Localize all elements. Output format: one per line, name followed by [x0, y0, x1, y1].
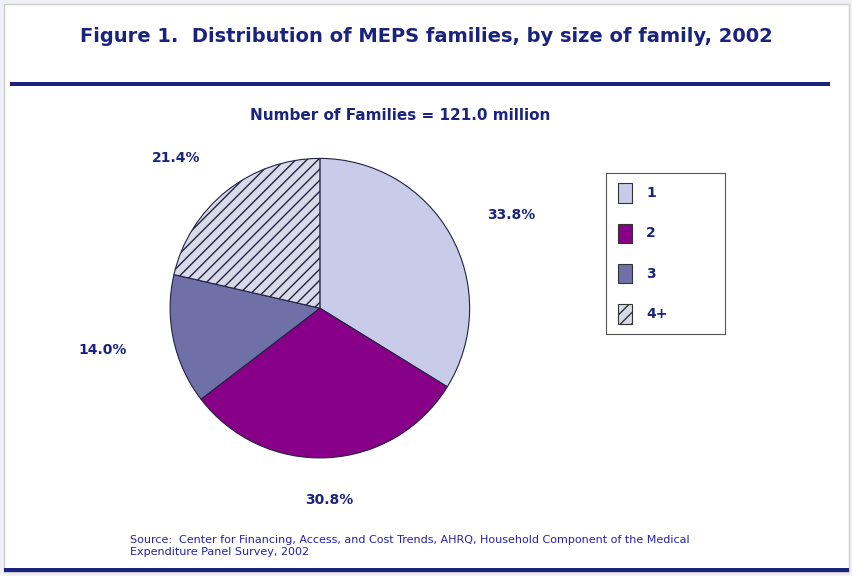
Text: 4+: 4+: [646, 307, 667, 321]
Bar: [10, 82, 829, 86]
FancyBboxPatch shape: [617, 304, 631, 324]
Text: 1: 1: [646, 186, 655, 200]
FancyBboxPatch shape: [617, 264, 631, 283]
Text: 3: 3: [646, 267, 655, 281]
Text: 33.8%: 33.8%: [486, 208, 535, 222]
Wedge shape: [174, 158, 320, 308]
Text: Number of Families = 121.0 million: Number of Families = 121.0 million: [250, 108, 550, 123]
FancyBboxPatch shape: [617, 183, 631, 203]
Wedge shape: [320, 158, 469, 387]
FancyBboxPatch shape: [617, 223, 631, 243]
Text: Figure 1.  Distribution of MEPS families, by size of family, 2002: Figure 1. Distribution of MEPS families,…: [79, 26, 771, 46]
Wedge shape: [201, 308, 446, 458]
Text: 30.8%: 30.8%: [305, 492, 354, 507]
Text: 14.0%: 14.0%: [78, 343, 127, 357]
Bar: [4, 568, 848, 572]
Text: 21.4%: 21.4%: [152, 151, 200, 165]
Text: Source:  Center for Financing, Access, and Cost Trends, AHRQ, Household Componen: Source: Center for Financing, Access, an…: [130, 535, 688, 557]
Text: 2: 2: [646, 226, 655, 240]
Wedge shape: [170, 275, 320, 399]
